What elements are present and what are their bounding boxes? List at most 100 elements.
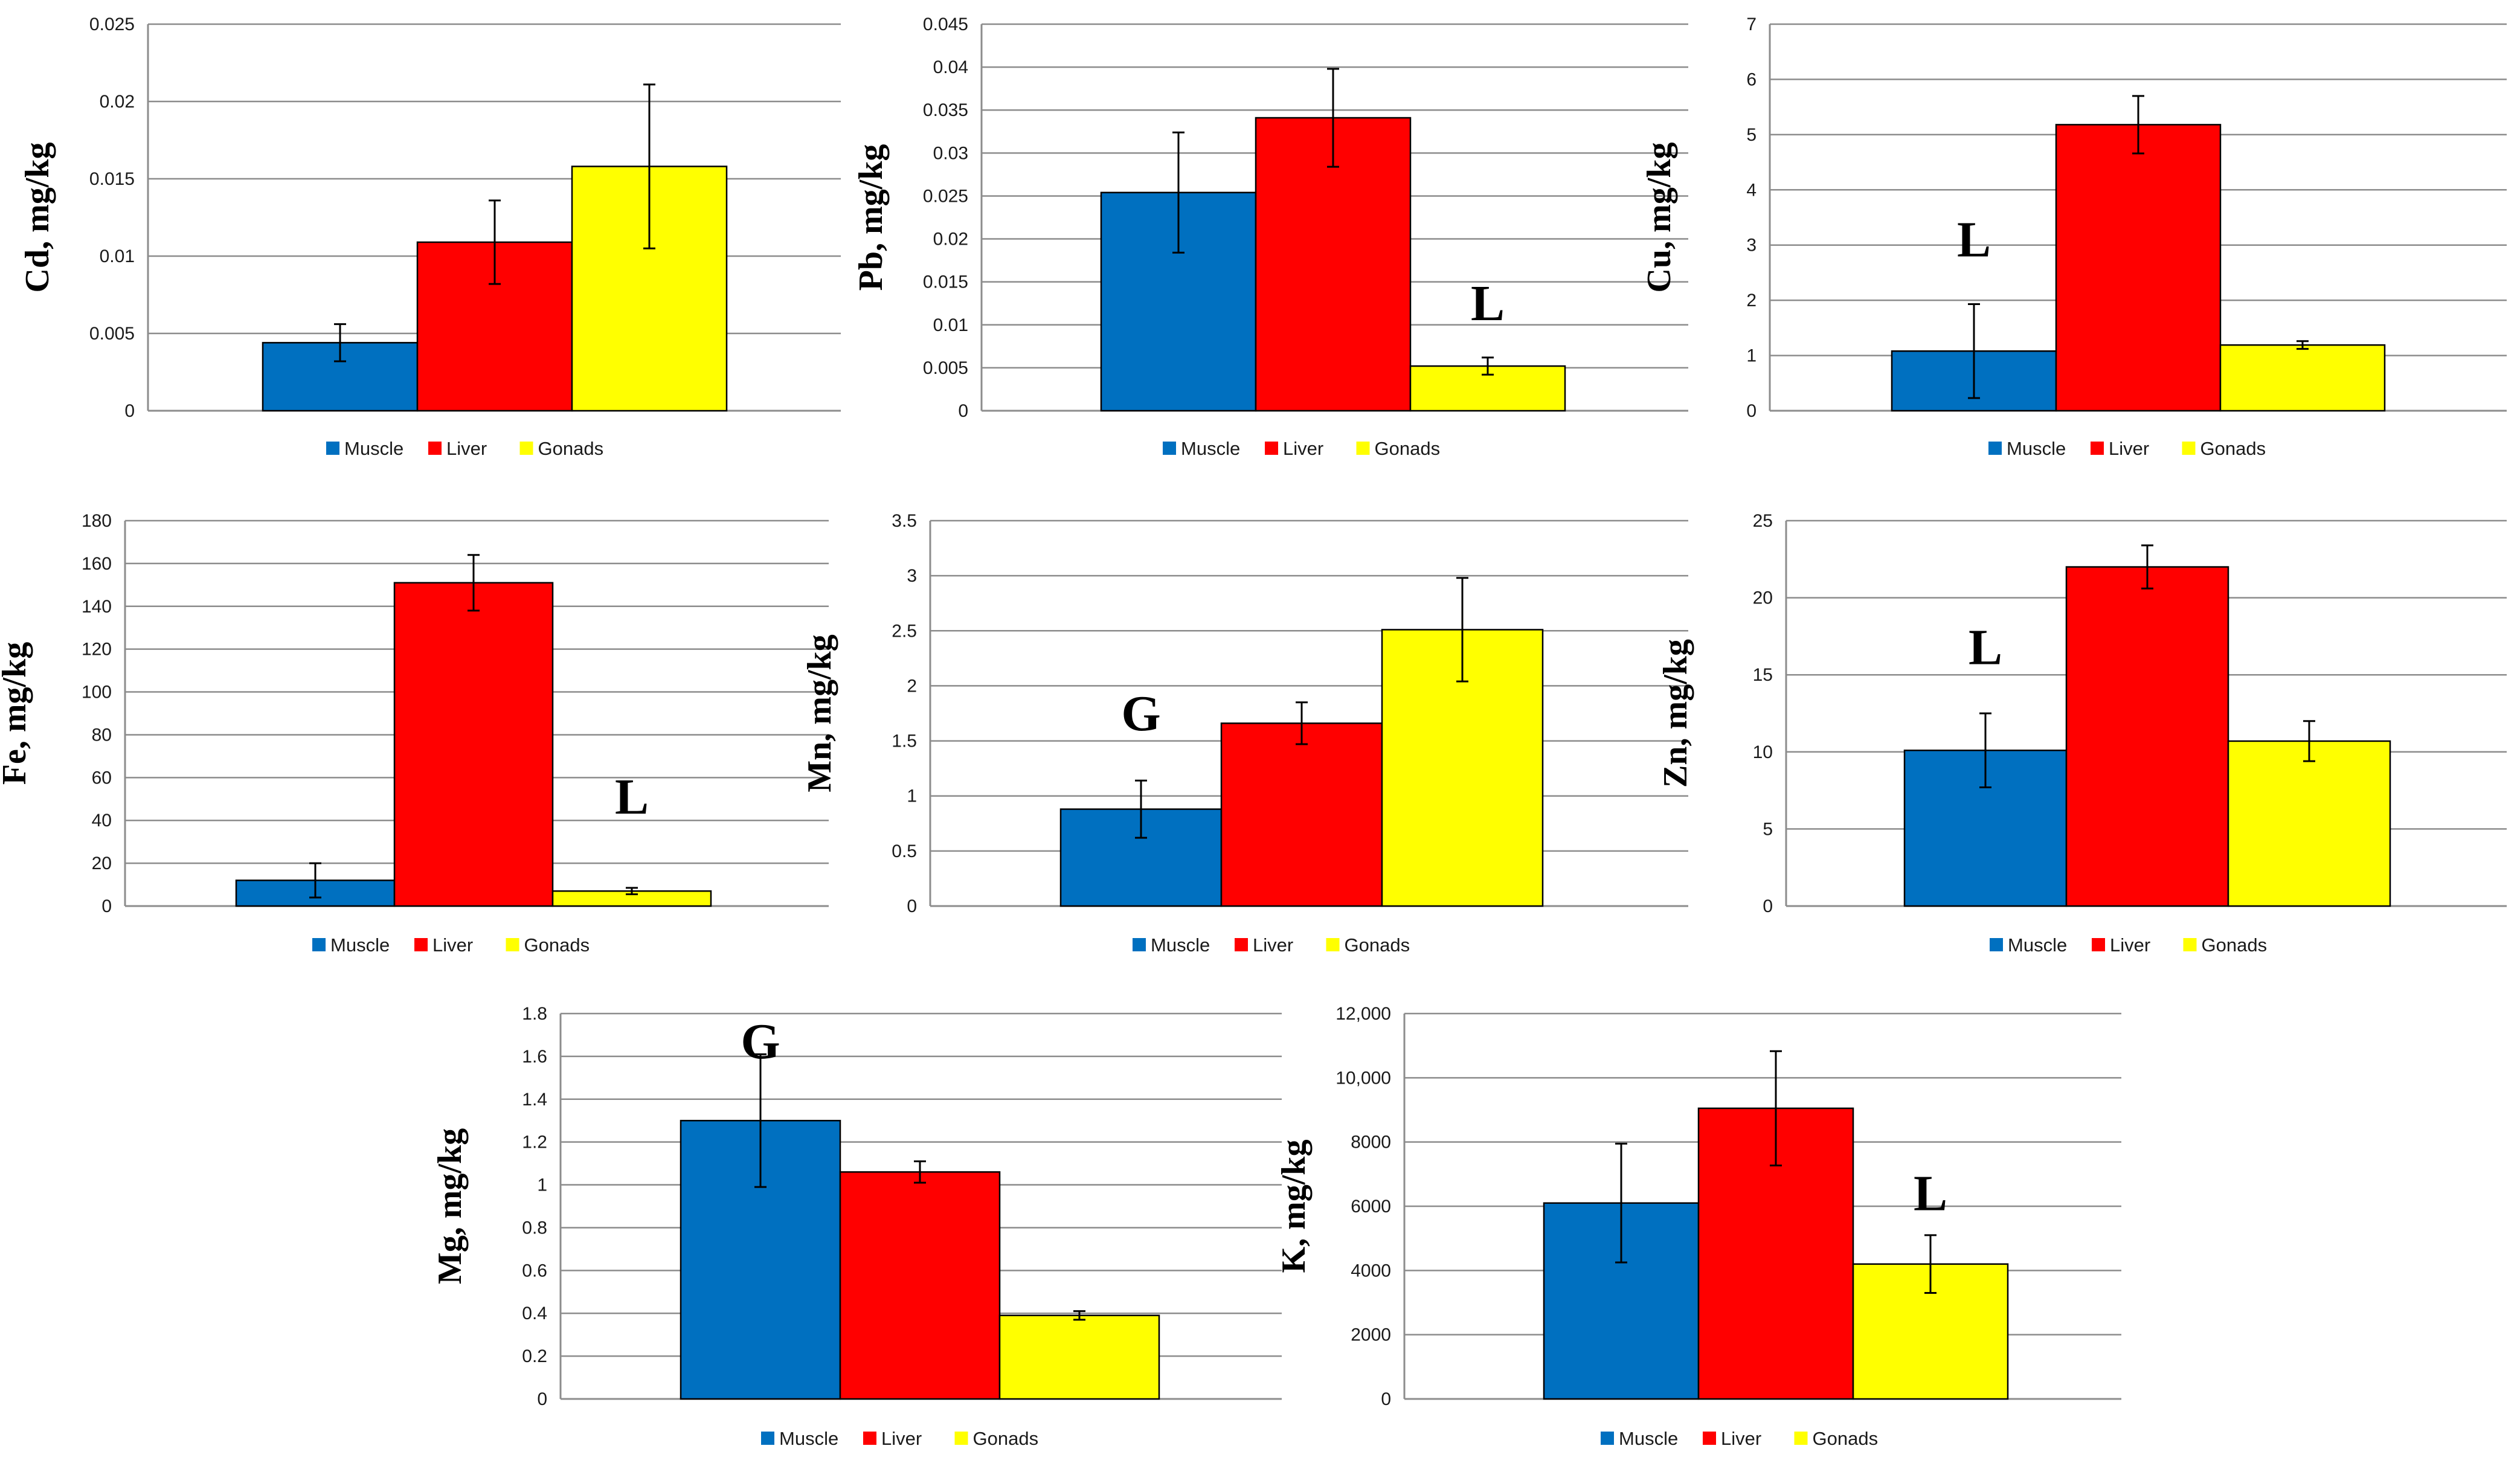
y-tick-label: 0 <box>1763 896 1773 916</box>
y-tick-label: 0.04 <box>933 57 968 77</box>
legend-label-gonads: Gonads <box>2202 934 2268 956</box>
y-tick-label: 160 <box>82 554 112 574</box>
y-tick-label: 5 <box>1746 125 1757 145</box>
legend-label-liver: Liver <box>1721 1428 1761 1449</box>
legend-swatch-muscle <box>312 938 326 951</box>
legend: Muscle Liver Gonads <box>312 934 590 956</box>
legend-swatch-muscle <box>1601 1432 1614 1445</box>
y-tick-label: 15 <box>1753 665 1773 685</box>
legend-swatch-muscle <box>1988 442 2002 455</box>
y-tick-label: 140 <box>82 597 112 617</box>
y-tick-label: 0 <box>907 896 917 916</box>
legend-label-gonads: Gonads <box>2200 438 2266 459</box>
legend-label-muscle: Muscle <box>2007 438 2066 459</box>
y-tick-label: 1.2 <box>522 1133 547 1152</box>
y-tick-label: 8000 <box>1351 1133 1391 1152</box>
legend-label-muscle: Muscle <box>779 1428 838 1449</box>
bar-liver <box>1220 722 1383 907</box>
significance-letter: G <box>1121 686 1160 742</box>
y-tick-label: 0 <box>1746 401 1757 421</box>
y-tick-label: 6 <box>1746 69 1757 89</box>
legend-swatch-liver <box>2091 442 2104 455</box>
legend-swatch-gonads <box>954 1432 968 1445</box>
y-tick-label: 10 <box>1753 742 1773 762</box>
y-tick-label: 1.8 <box>522 1004 547 1024</box>
bar-liver <box>2065 566 2229 907</box>
y-tick-label: 12,000 <box>1336 1004 1391 1024</box>
y-axis-label: Cu, mg/kg <box>1641 143 1678 293</box>
bar-gonads <box>998 1314 1160 1400</box>
legend-label-liver: Liver <box>432 934 473 956</box>
y-tick-label: 6000 <box>1351 1197 1391 1217</box>
legend-swatch-muscle <box>326 442 339 455</box>
y-tick-label: 0 <box>1381 1389 1391 1409</box>
y-axis-label: Pb, mg/kg <box>852 144 890 291</box>
y-tick-label: 1.6 <box>522 1047 547 1067</box>
legend-label-muscle: Muscle <box>344 438 403 459</box>
y-tick-label: 0.2 <box>522 1346 547 1366</box>
y-tick-label: 2.5 <box>892 621 917 641</box>
y-tick-label: 0 <box>101 896 112 916</box>
legend: Muscle Liver Gonads <box>1163 438 1440 459</box>
y-tick-label: 0.035 <box>923 100 968 120</box>
y-tick-label: 4 <box>1746 180 1757 200</box>
y-tick-label: 0.015 <box>923 272 968 292</box>
legend-swatch-gonads <box>1326 938 1340 951</box>
y-tick-label: 2 <box>1746 291 1757 310</box>
y-tick-label: 3.5 <box>892 511 917 531</box>
y-tick-label: 25 <box>1753 511 1773 531</box>
legend-swatch-gonads <box>519 442 533 455</box>
legend: Muscle Liver Gonads <box>1990 934 2267 956</box>
legend: Muscle Liver Gonads <box>1601 1428 1878 1449</box>
legend-label-muscle: Muscle <box>2008 934 2067 956</box>
legend-swatch-liver <box>1703 1432 1716 1445</box>
y-tick-label: 3 <box>1746 236 1757 256</box>
legend-swatch-liver <box>1235 938 1248 951</box>
legend-swatch-liver <box>1265 442 1278 455</box>
legend: Muscle Liver Gonads <box>1988 438 2266 459</box>
y-tick-label: 60 <box>92 768 112 788</box>
y-tick-label: 40 <box>92 811 112 831</box>
y-tick-label: 20 <box>92 853 112 873</box>
y-axis-label: K, mg/kg <box>1275 1140 1313 1273</box>
y-tick-label: 0.6 <box>522 1261 547 1281</box>
legend: Muscle Liver Gonads <box>326 438 603 459</box>
y-tick-label: 0 <box>958 401 968 421</box>
bar-liver <box>2055 124 2222 412</box>
significance-letter: L <box>1969 619 2002 675</box>
legend-label-liver: Liver <box>1283 438 1323 459</box>
y-tick-label: 0.4 <box>522 1303 547 1323</box>
y-axis-label: Zn, mg/kg <box>1657 639 1694 788</box>
legend-swatch-gonads <box>1356 442 1370 455</box>
legend-label-liver: Liver <box>1253 934 1293 956</box>
legend-swatch-muscle <box>761 1432 774 1445</box>
y-tick-label: 20 <box>1753 588 1773 608</box>
y-tick-label: 100 <box>82 683 112 702</box>
y-tick-label: 0 <box>124 401 135 421</box>
legend-swatch-muscle <box>1133 938 1146 951</box>
y-axis-label: Cd, mg/kg <box>19 143 56 293</box>
y-tick-label: 0.005 <box>89 324 135 344</box>
chart-panel-k: 0 2000 4000 6000 8000 10,000 12,000 K, mg/kg L Mu… <box>1275 1004 2121 1449</box>
chart-panel-zn: 0 5 10 15 20 25 Zn, mg/kg L Muscle Liver Gonads <box>1657 511 2507 956</box>
y-tick-label: 1.5 <box>892 731 917 751</box>
legend-label-muscle: Muscle <box>1181 438 1240 459</box>
y-tick-label: 1 <box>907 786 917 806</box>
legend-label-liver: Liver <box>2109 438 2149 459</box>
y-tick-label: 7 <box>1746 14 1757 34</box>
significance-letter: L <box>1957 212 1991 268</box>
y-tick-label: 1.4 <box>522 1090 547 1110</box>
chart-panel-cd: 0 0.005 0.01 0.015 0.02 0.025 Cd, mg/kg Muscle L… <box>19 14 841 459</box>
chart-panel-fe: 0 20 40 60 80 100 120 140 160 180 Fe, mg/kg L Muscle… <box>0 511 829 956</box>
legend-swatch-muscle <box>1990 938 2003 951</box>
y-tick-label: 0.025 <box>923 186 968 206</box>
bar-liver <box>839 1171 1001 1400</box>
y-tick-label: 0.5 <box>892 841 917 861</box>
significance-letter: L <box>615 769 649 825</box>
chart-panel-cu: 0 1 2 3 4 5 6 7 Cu, mg/kg L Muscle Liver Gonads <box>1641 14 2507 459</box>
legend-label-liver: Liver <box>881 1428 922 1449</box>
legend-label-gonads: Gonads <box>1813 1428 1879 1449</box>
legend-swatch-liver <box>428 442 442 455</box>
y-tick-label: 3 <box>907 566 917 586</box>
significance-letter: G <box>741 1014 780 1070</box>
